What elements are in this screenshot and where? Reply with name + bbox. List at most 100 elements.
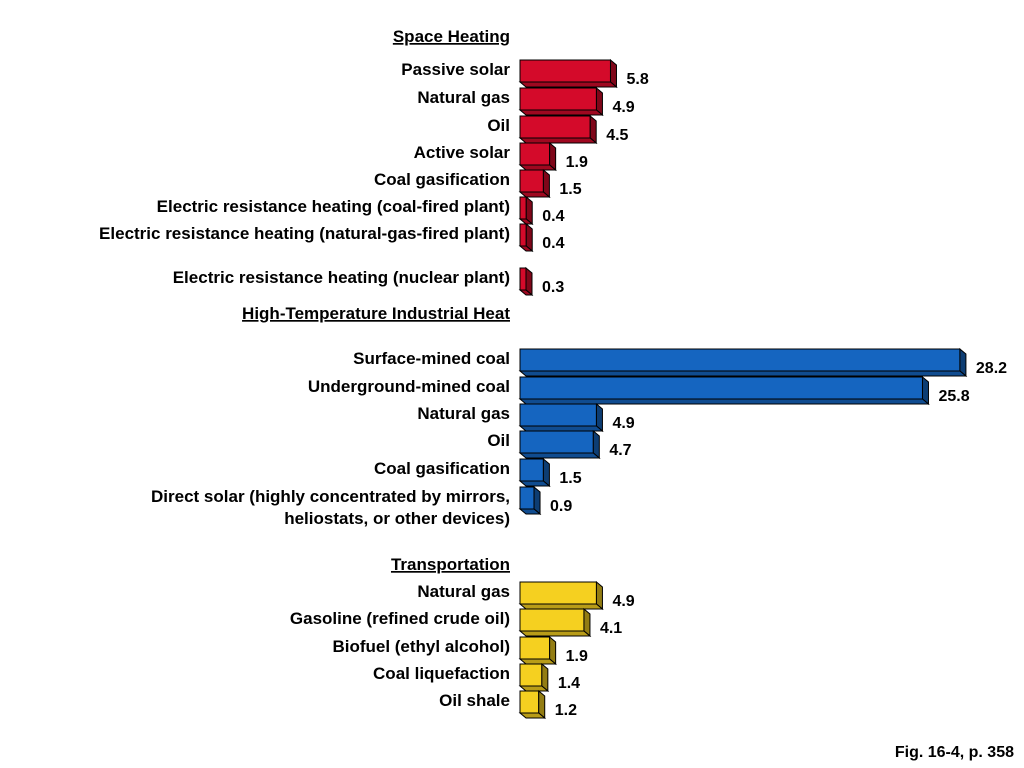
bar-face [519,581,597,605]
value-label: 4.5 [606,127,628,144]
bar-bottom [518,137,598,144]
category-label: Oil [487,431,510,450]
bar [518,114,598,145]
bar-bottom [518,452,601,459]
category-label: Direct solar (highly concentrated by mir… [151,487,510,528]
value-label: 4.7 [609,442,631,459]
category-label: Surface-mined coal [353,349,510,368]
category-label: Underground-mined coal [308,377,510,396]
bar [518,635,558,666]
bar-face [519,403,597,427]
section-0: Space Heating Passive solar 5.8 Natural gas… [99,27,649,297]
value-label: 1.5 [559,181,581,198]
value-label: 1.5 [559,470,581,487]
bar-face [519,376,923,400]
value-label: 0.4 [542,235,564,252]
value-label: 1.2 [555,702,577,719]
value-label: 4.9 [612,415,634,432]
value-label: 1.9 [566,648,588,665]
bar-face [519,142,551,166]
category-label: Natural gas [417,88,510,107]
section-title: Transportation [391,555,510,574]
category-label: Gasoline (refined crude oil) [290,609,510,628]
category-label: Coal liquefaction [373,664,510,683]
section-2: Transportation Natural gas 4.9 Gasoline (re… [290,555,635,720]
section-title: High-Temperature Industrial Heat [242,304,510,323]
category-label: Oil [487,116,510,135]
bar-face [519,196,527,220]
bar [518,429,601,460]
value-label: 0.4 [542,208,564,225]
bar-face [519,59,611,83]
bar [518,86,604,117]
bar [518,662,550,693]
bar-face [519,430,594,454]
value-label: 4.9 [612,99,634,116]
bar-face [519,267,527,291]
bar [518,580,604,611]
bar-face [519,636,551,660]
value-label: 28.2 [976,360,1007,377]
bar-bottom [518,164,558,171]
bar [518,168,551,199]
bar-face [519,348,961,372]
bar-face [519,663,543,687]
bar [518,222,534,253]
value-label: 4.9 [612,593,634,610]
bar-bottom [518,480,551,487]
bar [518,347,968,378]
value-label: 25.8 [938,388,969,405]
bar [518,689,547,720]
bar [518,141,558,172]
bar-face [519,115,591,139]
bar-face [519,690,540,714]
value-label: 0.9 [550,498,572,515]
bar-bottom [518,685,550,692]
bar-bottom [518,425,604,432]
bar-bottom [518,508,542,515]
bar-bottom [518,191,551,198]
bar-bottom [518,81,618,88]
bar-bottom [518,109,604,116]
category-label: Oil shale [439,691,510,710]
category-label: Natural gas [417,404,510,423]
bar [518,375,930,406]
category-label: Electric resistance heating (nuclear pla… [173,268,510,287]
bar-bottom [518,712,547,719]
bar-face [519,486,535,510]
bar [518,266,534,297]
value-label: 1.4 [558,675,580,692]
value-label: 5.8 [626,71,648,88]
value-label: 4.1 [600,620,622,637]
bar-face [519,223,527,247]
category-label: Biofuel (ethyl alcohol) [332,637,510,656]
section-1: High-Temperature Industrial Heat Surface-… [151,304,1007,528]
bar-bottom [518,289,534,296]
bar-bottom [518,245,534,252]
category-label: Natural gas [417,582,510,601]
category-label: Electric resistance heating (natural-gas… [99,224,510,243]
bar-face [519,87,597,111]
section-title: Space Heating [393,27,510,46]
category-label: Active solar [414,143,511,162]
category-label: Coal gasification [374,459,510,478]
bar-bottom [518,218,534,225]
value-label: 0.3 [542,279,564,296]
category-label: Coal gasification [374,170,510,189]
bar-bottom [518,398,930,405]
bar-bottom [518,658,558,665]
bar-bottom [518,630,592,637]
bar-face [519,458,544,482]
figure-caption: Fig. 16-4, p. 358 [894,744,1014,761]
bar-face [519,608,585,632]
value-label: 1.9 [566,154,588,171]
bar [518,607,592,638]
bar [518,402,604,433]
bar-bottom [518,370,968,377]
category-label: Electric resistance heating (coal-fired … [157,197,510,216]
bar [518,485,542,516]
bar [518,58,618,89]
bar-face [519,169,544,193]
bar-bottom [518,603,604,610]
